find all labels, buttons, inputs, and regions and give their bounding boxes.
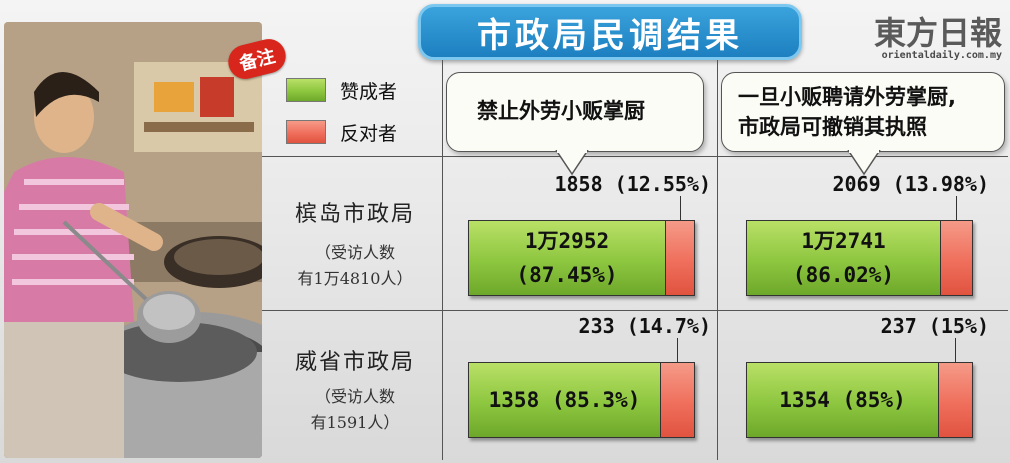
oppose-label-pointer — [956, 196, 957, 220]
row-label-seberang-perai-sub2: 有1591人） — [310, 413, 400, 432]
favor-data-label-line2: (87.45%) — [516, 263, 618, 287]
question-bubble-2: 一旦小贩聘请外劳掌厨, 市政局可撤销其执照 — [721, 72, 1005, 152]
legend: 赞成者 反对者 — [286, 70, 436, 156]
stacked-bar: 1358 (85.3%) — [468, 362, 695, 438]
favor-data-label-line1: 1358 (85.3%) — [488, 388, 641, 412]
favor-data-label-line1: 1万2952 — [524, 229, 610, 253]
title-banner: 市政局民调结果 — [418, 4, 802, 60]
row-label-penang: 槟岛市政局 （受访人数 有1万4810人） — [272, 196, 438, 292]
oppose-label-pointer — [680, 196, 681, 220]
favor-data-label: 1358 (85.3%) — [489, 383, 641, 417]
legend-swatch-oppose — [286, 120, 326, 144]
row-label-seberang-perai-sub1: （受访人数 — [314, 387, 395, 406]
stacked-bar: 1万2741 (86.02%) — [746, 220, 973, 296]
favor-data-label: 1万2952 (87.45%) — [516, 224, 617, 292]
stacked-bar: 1万2952 (87.45%) — [468, 220, 695, 296]
bar-segment-oppose — [660, 363, 694, 437]
legend-item-favor: 赞成者 — [286, 76, 397, 104]
oppose-data-label: 1858 (12.55%) — [554, 172, 711, 196]
row-label-penang-sub1: （受访人数 — [314, 243, 395, 262]
chart-title: 市政局民调结果 — [477, 15, 743, 56]
bar-segment-favor: 1354 (85%) — [747, 363, 938, 437]
note-badge-text: 备注 — [237, 45, 278, 75]
grid-divider-header — [262, 156, 1008, 157]
stacked-bar: 1354 (85%) — [746, 362, 973, 438]
logo-url: orientaldaily.com.my — [881, 50, 1002, 61]
cook-photo — [4, 22, 262, 458]
legend-label-favor: 赞成者 — [340, 80, 398, 103]
oppose-data-label: 2069 (13.98%) — [832, 172, 989, 196]
legend-item-oppose: 反对者 — [286, 118, 397, 146]
logo-name: 東方日報 — [873, 14, 1002, 52]
bar-segment-oppose — [940, 221, 972, 295]
favor-data-label-line2: (86.02%) — [792, 263, 895, 287]
row-label-seberang-perai: 威省市政局 （受访人数 有1591人） — [272, 344, 438, 436]
question-1-text: 禁止外劳小贩掌厨 — [477, 99, 645, 123]
favor-data-label-line1: 1万2741 — [801, 229, 886, 253]
grid-divider-vertical-1 — [442, 60, 443, 460]
row-label-penang-sub2: 有1万4810人） — [297, 269, 413, 288]
grid-divider-vertical-2 — [717, 60, 718, 460]
question-2-line2: 市政局可撤销其执照 — [738, 115, 927, 139]
question-bubble-1: 禁止外劳小贩掌厨 — [446, 72, 704, 152]
bar-segment-favor: 1万2741 (86.02%) — [747, 221, 940, 295]
favor-data-label: 1万2741 (86.02%) — [793, 224, 894, 292]
legend-swatch-favor — [286, 78, 326, 102]
row-label-seberang-perai-name: 威省市政局 — [294, 350, 415, 375]
oppose-data-label: 237 (15%) — [880, 314, 989, 338]
oppose-data-label: 233 (14.7%) — [578, 314, 711, 338]
oppose-label-pointer — [955, 338, 956, 362]
question-bubble-1-tail — [555, 150, 589, 176]
bar-segment-favor: 1万2952 (87.45%) — [469, 221, 665, 295]
legend-label-oppose: 反对者 — [340, 122, 398, 145]
bar-segment-oppose — [665, 221, 694, 295]
bar-segment-favor: 1358 (85.3%) — [469, 363, 660, 437]
favor-data-label: 1354 (85%) — [779, 383, 905, 417]
bar-segment-oppose — [938, 363, 972, 437]
favor-data-label-line1: 1354 (85%) — [779, 388, 906, 412]
oppose-label-pointer — [677, 338, 678, 362]
publisher-logo: 東方日報 orientaldaily.com.my — [858, 8, 1008, 64]
grid-divider-row — [262, 310, 1008, 311]
question-2-line1: 一旦小贩聘请外劳掌厨, — [738, 85, 956, 109]
question-bubble-2-tail — [847, 150, 881, 176]
row-label-penang-name: 槟岛市政局 — [294, 202, 415, 227]
